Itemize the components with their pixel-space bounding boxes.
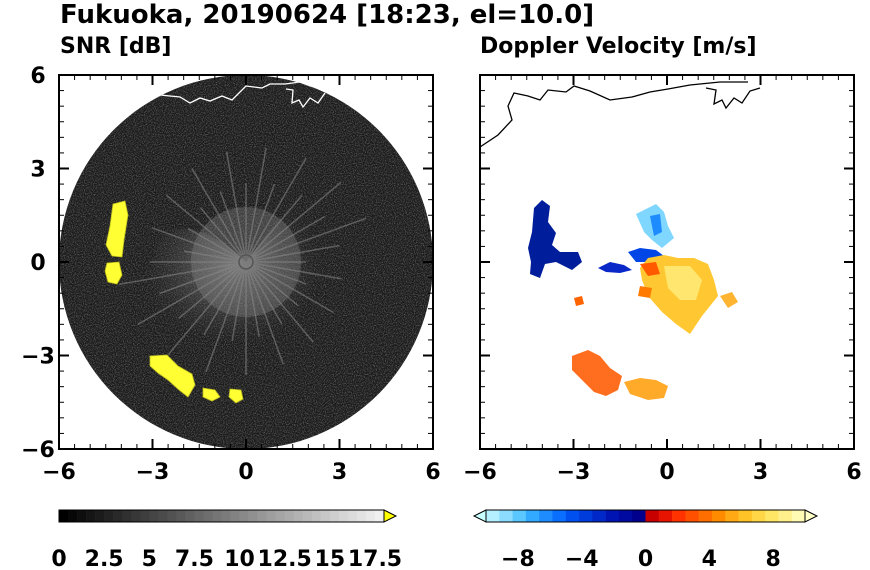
doppler-x-tick-label: −3 bbox=[557, 460, 591, 485]
doppler-colorbar-tick-label: 0 bbox=[638, 547, 653, 570]
snr-x-tick-label: 3 bbox=[332, 460, 347, 485]
doppler-x-tick-label: 6 bbox=[846, 460, 861, 485]
doppler-x-tick-label: −6 bbox=[463, 460, 497, 485]
snr-colorbar-tick-label: 7.5 bbox=[175, 547, 214, 570]
snr-ground-clutter bbox=[118, 147, 367, 375]
snr-axis-ticks: −6−6 −3 −3 0 0 3 3 6 6 bbox=[21, 64, 441, 485]
snr-colorbar-tick-label: 2.5 bbox=[85, 547, 124, 570]
doppler-colorbar-tick-label: 8 bbox=[765, 547, 780, 570]
snr-x-tick-label: −3 bbox=[136, 460, 170, 485]
snr-colorbar-tick-label: 12.5 bbox=[258, 547, 312, 570]
doppler-axis-ticks: −6 −3 0 3 6 bbox=[463, 74, 862, 485]
snr-colorbar-tick-label: 0 bbox=[51, 547, 66, 570]
snr-x-tick-label: −6 bbox=[42, 460, 76, 485]
doppler-colorbar: −8 −4 0 4 8 bbox=[472, 509, 819, 570]
snr-y-tick-label: −3 bbox=[21, 345, 55, 370]
snr-y-tick-label: 6 bbox=[30, 64, 45, 89]
snr-x-tick-label: 6 bbox=[425, 460, 440, 485]
snr-coastline bbox=[159, 81, 326, 109]
snr-colorbar-tick-label: 15 bbox=[315, 547, 346, 570]
snr-y-tick-label: 3 bbox=[30, 158, 45, 183]
doppler-panel-title: Doppler Velocity [m/s] bbox=[480, 34, 757, 59]
snr-colorbar-tick-label: 10 bbox=[224, 547, 255, 570]
doppler-colorbar-tick-label: 4 bbox=[702, 547, 717, 570]
snr-colorbar-tick-label: 5 bbox=[142, 547, 157, 570]
doppler-colorbar-tick-label: −4 bbox=[565, 547, 599, 570]
doppler-coastline bbox=[479, 81, 761, 148]
doppler-x-tick-label: 3 bbox=[753, 460, 768, 485]
snr-y-tick-label: 0 bbox=[30, 251, 45, 276]
snr-panel: −6−6 −3 −3 0 0 3 3 6 6 bbox=[21, 64, 441, 485]
doppler-echoes bbox=[528, 200, 738, 400]
snr-x-tick-label: 0 bbox=[238, 460, 253, 485]
snr-colorbar: 0 2.5 5 7.5 10 12.5 15 17.5 bbox=[51, 509, 402, 570]
figure-title: Fukuoka, 20190624 [18:23, el=10.0] bbox=[60, 0, 595, 30]
snr-strong-echoes bbox=[104, 200, 244, 404]
snr-panel-title: SNR [dB] bbox=[60, 34, 172, 59]
snr-y-tick-label: −6 bbox=[21, 438, 55, 463]
doppler-panel: −6 −3 0 3 6 bbox=[463, 74, 862, 485]
doppler-x-tick-label: 0 bbox=[659, 460, 674, 485]
doppler-colorbar-tick-label: −8 bbox=[501, 547, 535, 570]
snr-colorbar-tick-label: 17.5 bbox=[348, 547, 402, 570]
